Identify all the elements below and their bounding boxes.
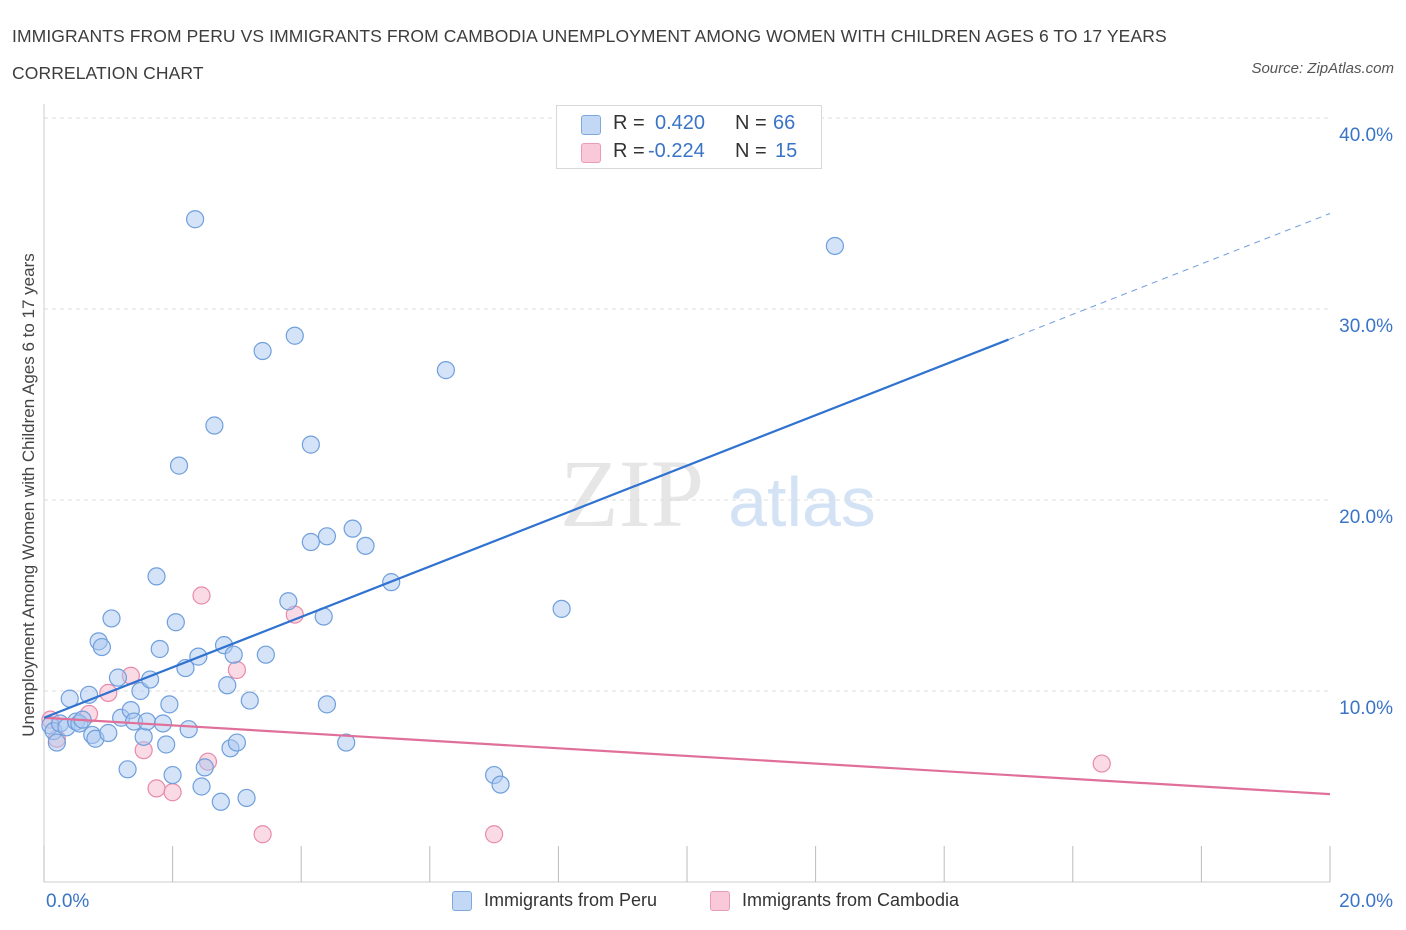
cambodia-point	[147, 779, 166, 798]
y-tick-label: 30.0%	[1339, 316, 1393, 337]
legend-n-label-peru: N =	[735, 112, 767, 134]
axes	[43, 104, 1331, 883]
chart-title: IMMIGRANTS FROM PERU VS IMMIGRANTS FROM …	[12, 26, 1167, 83]
y-tick-label: 20.0%	[1339, 507, 1393, 528]
legend-r-label-peru: R =	[613, 112, 645, 134]
peru-point	[552, 599, 571, 618]
peru-point	[99, 723, 118, 743]
peru-point	[317, 695, 337, 714]
tick-labels: 10.0% 20.0% 30.0% 40.0% 0.0% 20.0%	[46, 125, 1393, 912]
peru-point	[47, 733, 66, 752]
peru-point	[92, 637, 111, 657]
peru-point	[491, 775, 510, 794]
peru-point	[256, 645, 275, 664]
peru-point	[163, 765, 182, 785]
x-tick-label: 20.0%	[1339, 891, 1393, 912]
peru-trendline	[43, 338, 1009, 719]
peru-point	[279, 592, 298, 611]
peru-point	[227, 733, 246, 752]
peru-point	[825, 236, 844, 256]
correlation-legend: R = 0.420 N = 66 R = -0.224 N = 15	[556, 105, 822, 169]
peru-point	[343, 519, 362, 538]
peru-point	[108, 668, 128, 687]
peru-point	[195, 758, 214, 777]
peru-point	[285, 326, 304, 345]
cambodia-point	[253, 825, 272, 844]
watermark-atlas: atlas	[728, 463, 876, 541]
legend-r-label-cambodia: R =	[613, 140, 645, 162]
peru-point	[337, 733, 356, 752]
peru-point	[192, 777, 211, 796]
legend-n-value-peru: 66	[773, 112, 796, 134]
bottom-legend-label-cambodia: Immigrants from Cambodia	[742, 890, 960, 910]
source-note: Source: ZipAtlas.com	[1251, 60, 1394, 77]
x-tick-label: 0.0%	[46, 891, 89, 912]
peru-point	[157, 735, 176, 754]
cambodia-point	[163, 783, 182, 802]
grid	[44, 117, 1330, 692]
peru-point	[301, 435, 320, 454]
peru-point	[224, 645, 243, 664]
peru-point	[160, 695, 179, 714]
legend-swatch-cambodia	[581, 143, 601, 163]
bottom-legend-label-peru: Immigrants from Peru	[484, 890, 658, 910]
peru-point	[137, 712, 156, 731]
peru-point	[169, 456, 189, 475]
cambodia-points	[41, 586, 1111, 844]
peru-point	[166, 613, 185, 632]
legend-n-value-cambodia: 15	[775, 140, 798, 162]
peru-point	[186, 210, 205, 229]
peru-point	[118, 760, 137, 779]
y-tick-label: 10.0%	[1339, 698, 1393, 719]
peru-point	[253, 341, 272, 361]
cambodia-point	[227, 660, 246, 680]
peru-point	[356, 536, 375, 555]
legend-r-value-cambodia: -0.224	[648, 140, 705, 162]
peru-point	[150, 639, 169, 659]
peru-point	[436, 361, 455, 380]
cambodia-point	[485, 825, 504, 844]
trendlines	[43, 213, 1331, 796]
peru-point	[205, 416, 224, 435]
peru-point	[240, 691, 259, 710]
peru-point	[179, 720, 198, 739]
peru-point	[134, 727, 153, 746]
watermark-zip: ZIP	[560, 440, 704, 547]
peru-point	[237, 788, 256, 808]
cambodia-point	[1092, 754, 1111, 773]
peru-points	[41, 210, 844, 811]
cambodia-point	[192, 586, 211, 605]
bottom-legend-swatch-peru	[452, 891, 472, 911]
y-tick-label: 40.0%	[1339, 125, 1393, 146]
peru-point	[317, 527, 337, 546]
legend-swatch-peru	[581, 115, 601, 135]
peru-point	[218, 676, 237, 695]
legend-r-value-peru: 0.420	[655, 112, 706, 134]
legend-n-label-cambodia: N =	[735, 140, 767, 162]
bottom-legend-swatch-cambodia	[710, 891, 730, 911]
peru-point	[102, 609, 121, 628]
cambodia-trendline	[43, 716, 1331, 796]
peru-point	[211, 792, 230, 811]
peru-point	[301, 532, 320, 552]
peru-trendline-extension	[1008, 213, 1331, 341]
peru-point	[147, 567, 166, 586]
